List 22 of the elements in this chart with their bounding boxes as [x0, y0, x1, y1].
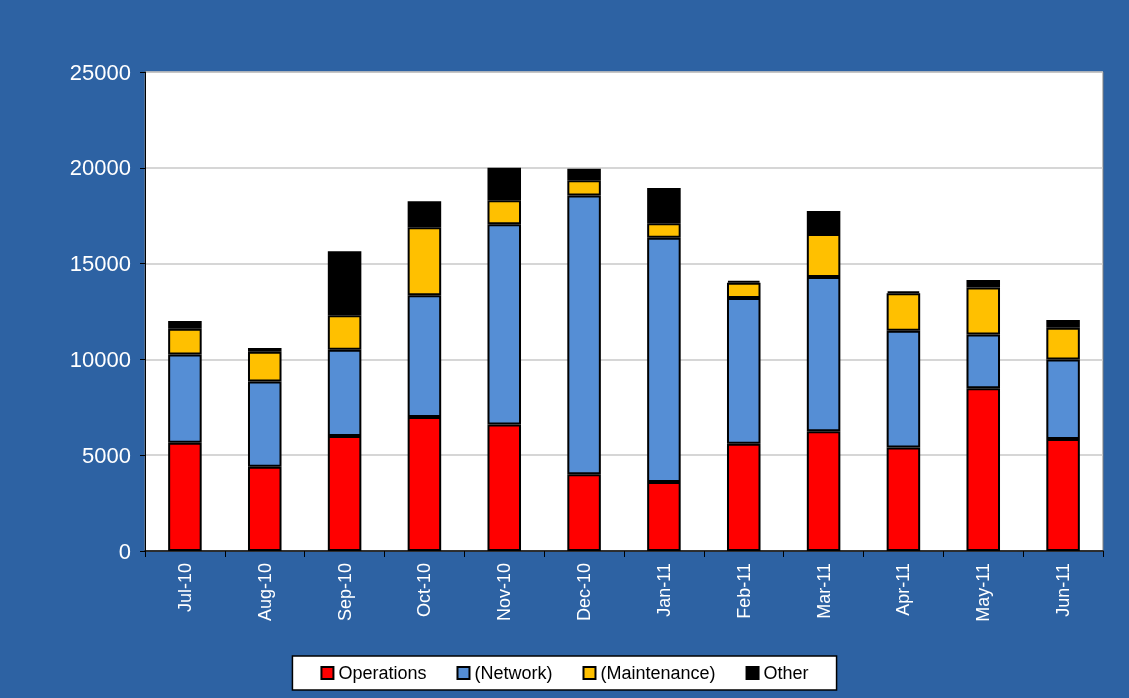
x-tick-label: Oct-10: [414, 563, 435, 618]
y-tick-label: 25000: [69, 59, 131, 85]
x-tick-label: Apr-11: [893, 563, 914, 616]
x-tick-label: Jun-11: [1053, 563, 1074, 617]
legend-label: Other: [763, 663, 809, 683]
y-tick-label: 10000: [69, 346, 131, 372]
x-tick-label: Jan-11: [653, 563, 674, 617]
x-tick-label: Feb-11: [733, 563, 754, 619]
y-tick-label: 15000: [69, 251, 131, 277]
x-tick-label: Sep-10: [334, 563, 355, 622]
y-tick-label: 5000: [82, 442, 131, 468]
legend-label: (Maintenance): [600, 663, 716, 683]
x-tick-label: Mar-11: [813, 563, 834, 619]
x-tick-label: May-11: [973, 563, 994, 622]
x-tick-label: Jul-10: [174, 563, 195, 613]
legend-label: (Network): [474, 663, 553, 683]
x-tick-label: Dec-10: [574, 563, 595, 622]
x-tick-label: Nov-10: [494, 563, 515, 622]
x-tick-label: Aug-10: [254, 563, 275, 622]
y-tick-label: 20000: [69, 155, 131, 181]
legend-label: Operations: [338, 663, 427, 683]
y-tick-label: 0: [118, 538, 131, 564]
